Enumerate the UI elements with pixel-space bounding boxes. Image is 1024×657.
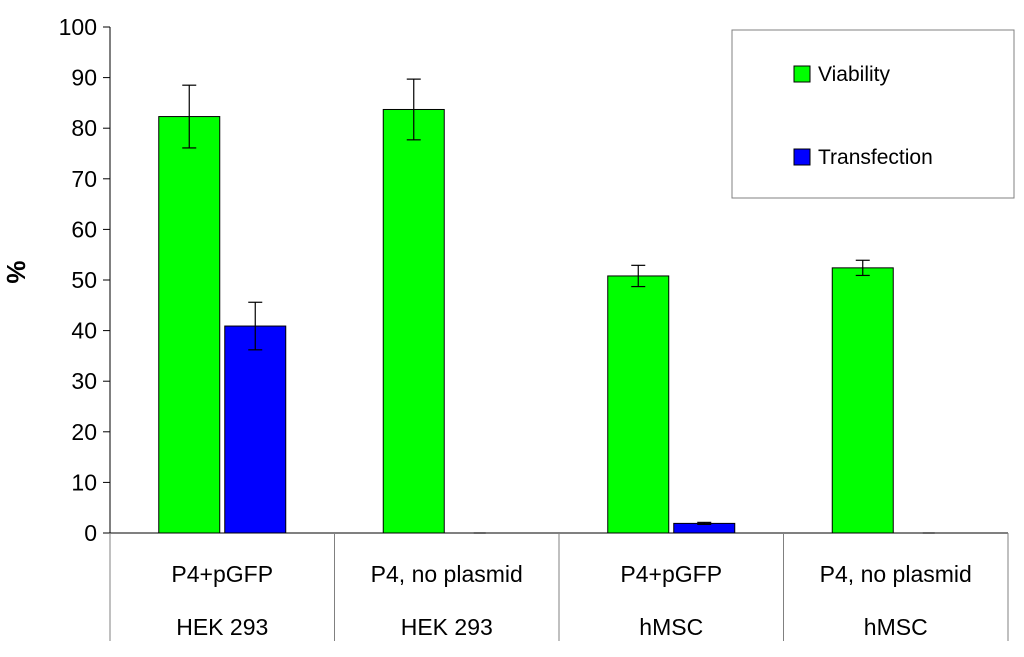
bar-viability [382, 108, 445, 534]
legend-label-viability: Viability [818, 63, 890, 86]
y-tick-label: 70 [71, 166, 97, 192]
x-group-label: hMSC [639, 614, 703, 640]
x-group-label: HEK 293 [176, 614, 268, 640]
x-axis: P4+pGFP HEK 293 P4, no plasmid HEK 293 P4+pG… [109, 532, 1009, 641]
bar-viability [158, 116, 221, 534]
x-category-label: P4, no plasmid [820, 561, 972, 587]
x-group-label: hMSC [864, 614, 928, 640]
bar-transfection [224, 325, 287, 534]
y-tick-label: 60 [71, 216, 97, 242]
x-group-label: HEK 293 [401, 614, 493, 640]
bars [158, 108, 935, 534]
y-tick-label: 50 [71, 267, 97, 293]
error-bars [182, 78, 870, 525]
y-tick-label: 30 [71, 368, 97, 394]
legend-label-transfection: Transfection [818, 146, 933, 169]
legend: Viability Transfection [731, 29, 1015, 199]
y-tick-label: 100 [59, 14, 97, 40]
legend-box [731, 29, 1015, 199]
y-axis: 0 10 20 30 40 50 60 70 80 90 100 [59, 14, 111, 641]
y-tick-label: 10 [71, 469, 97, 495]
legend-swatch-transfection [793, 148, 811, 166]
legend-swatch-viability [793, 65, 811, 83]
y-tick-label: 90 [71, 65, 97, 91]
y-tick-label: 40 [71, 318, 97, 344]
y-axis-label: % [1, 260, 31, 283]
x-category-label: P4, no plasmid [371, 561, 523, 587]
y-tick-label: 0 [84, 520, 97, 546]
bar-viability [831, 267, 894, 534]
x-category-label: P4+pGFP [620, 561, 722, 587]
y-tick-label: 80 [71, 115, 97, 141]
x-category-label: P4+pGFP [171, 561, 273, 587]
y-tick-label: 20 [71, 419, 97, 445]
bar-viability [607, 275, 670, 534]
